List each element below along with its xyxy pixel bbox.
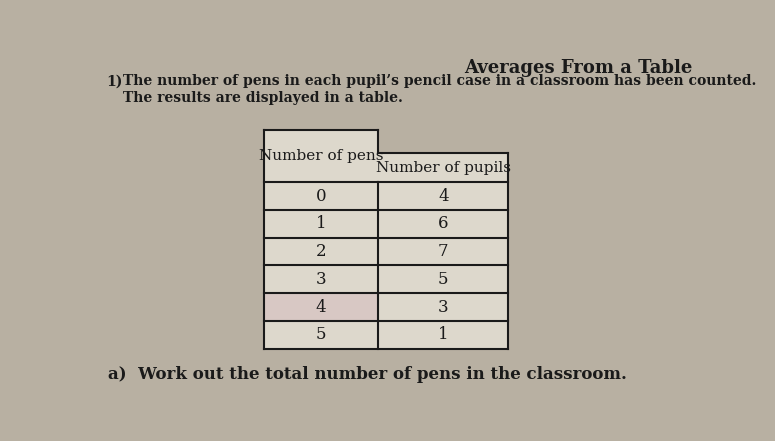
Text: 1): 1) bbox=[106, 75, 122, 89]
Text: 1: 1 bbox=[438, 326, 449, 343]
Text: The number of pens in each pupil’s pencil case in a classroom has been counted.: The number of pens in each pupil’s penci… bbox=[123, 75, 756, 89]
Text: 5: 5 bbox=[438, 271, 449, 288]
Text: 6: 6 bbox=[438, 215, 449, 232]
Text: 3: 3 bbox=[438, 299, 449, 315]
Bar bbox=[378, 265, 508, 293]
Text: Number of pens: Number of pens bbox=[259, 149, 383, 163]
Bar bbox=[378, 210, 508, 238]
Text: a)  Work out the total number of pens in the classroom.: a) Work out the total number of pens in … bbox=[109, 366, 628, 382]
Bar bbox=[378, 238, 508, 265]
Bar bbox=[264, 238, 378, 265]
Bar bbox=[264, 210, 378, 238]
Bar bbox=[264, 321, 378, 348]
Text: 3: 3 bbox=[315, 271, 326, 288]
Text: Number of pupils: Number of pupils bbox=[376, 161, 511, 175]
Bar bbox=[378, 182, 508, 210]
Text: 1: 1 bbox=[315, 215, 326, 232]
Bar bbox=[264, 265, 378, 293]
Bar bbox=[378, 293, 508, 321]
Text: 7: 7 bbox=[438, 243, 449, 260]
Text: 2: 2 bbox=[315, 243, 326, 260]
Bar bbox=[264, 130, 378, 182]
Bar bbox=[264, 182, 378, 210]
Text: 5: 5 bbox=[315, 326, 326, 343]
Text: The results are displayed in a table.: The results are displayed in a table. bbox=[123, 91, 403, 105]
Text: 0: 0 bbox=[315, 187, 326, 205]
Text: 4: 4 bbox=[315, 299, 326, 315]
Text: Averages From a Table: Averages From a Table bbox=[463, 59, 692, 77]
Text: 4: 4 bbox=[438, 187, 449, 205]
Bar bbox=[378, 321, 508, 348]
Bar bbox=[264, 293, 378, 321]
Bar bbox=[378, 153, 508, 182]
